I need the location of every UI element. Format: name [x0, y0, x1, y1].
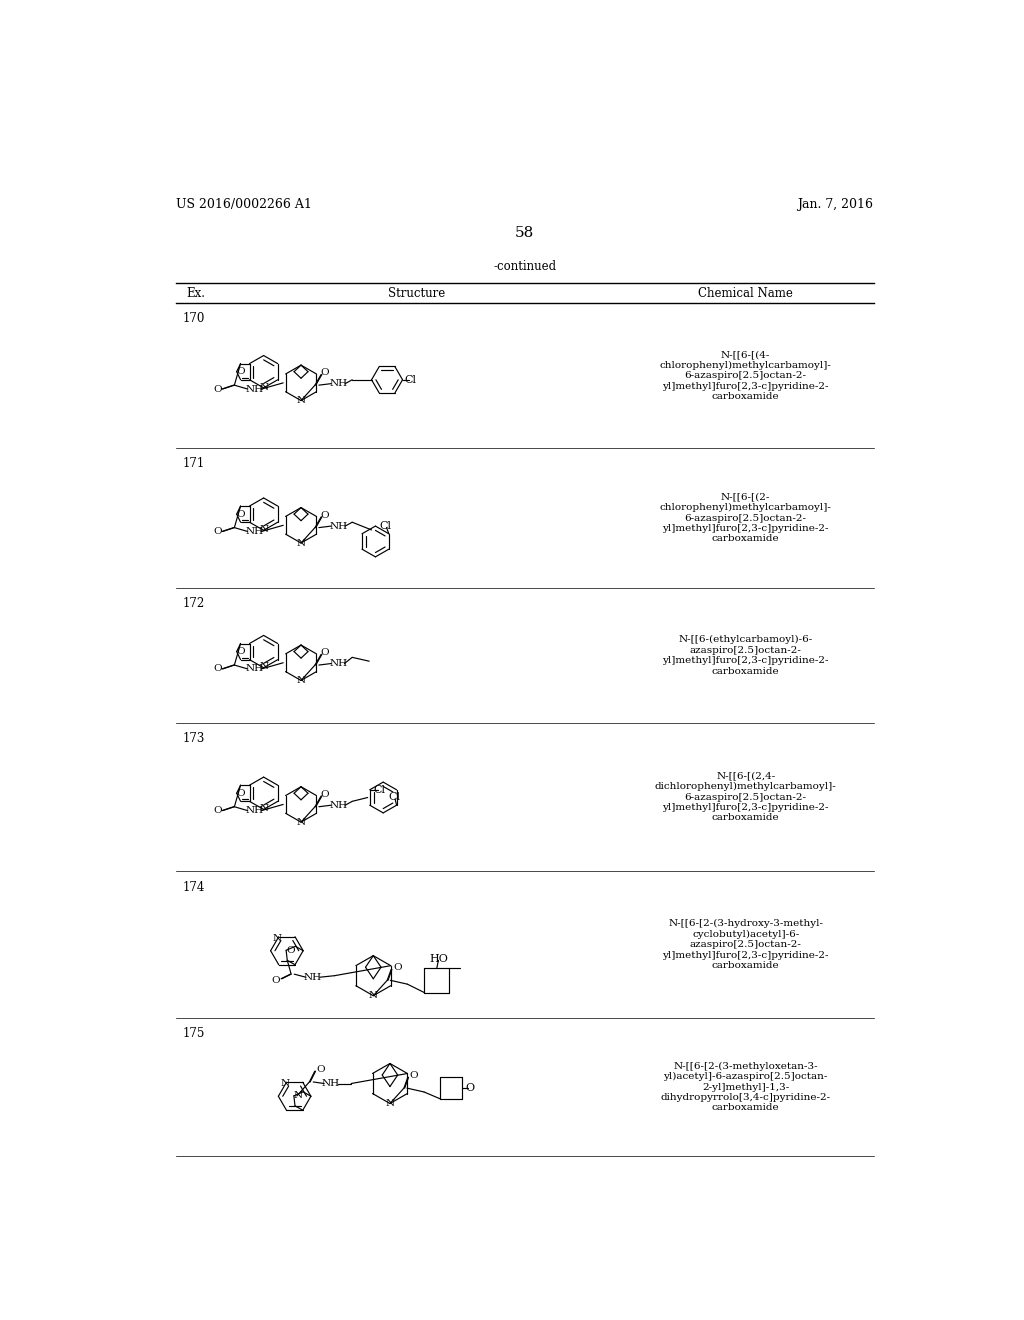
Text: 173: 173 — [182, 733, 205, 744]
Text: N: N — [369, 991, 378, 1001]
Text: NH: NH — [246, 664, 263, 673]
Text: 175: 175 — [182, 1027, 205, 1040]
Text: O: O — [315, 1065, 325, 1074]
Text: HO: HO — [429, 954, 447, 964]
Text: N: N — [259, 383, 268, 392]
Text: O: O — [237, 510, 245, 519]
Text: N-[[6-[2-(3-hydroxy-3-methyl-
cyclobutyl)acetyl]-6-
azaspiro[2.5]octan-2-
yl]met: N-[[6-[2-(3-hydroxy-3-methyl- cyclobutyl… — [663, 919, 828, 970]
Text: N: N — [297, 539, 305, 548]
Text: 171: 171 — [182, 457, 205, 470]
Text: O: O — [321, 789, 330, 799]
Text: 174: 174 — [182, 880, 205, 894]
Text: O: O — [213, 527, 221, 536]
Text: US 2016/0002266 A1: US 2016/0002266 A1 — [176, 198, 312, 211]
Text: O: O — [287, 946, 295, 954]
Text: NH: NH — [329, 379, 347, 388]
Text: N: N — [297, 676, 305, 685]
Text: O: O — [393, 962, 401, 972]
Text: N-[[6-[(2-
chlorophenyl)methylcarbamoyl]-
6-azaspiro[2.5]octan-2-
yl]methyl]furo: N-[[6-[(2- chlorophenyl)methylcarbamoyl]… — [659, 492, 831, 544]
Text: 58: 58 — [515, 226, 535, 240]
Text: O: O — [465, 1084, 474, 1093]
Text: N: N — [259, 804, 268, 813]
Text: N-[[6-[(2,4-
dichlorophenyl)methylcarbamoyl]-
6-azaspiro[2.5]octan-2-
yl]methyl]: N-[[6-[(2,4- dichlorophenyl)methylcarbam… — [654, 772, 837, 822]
Text: O: O — [237, 647, 245, 656]
Text: N: N — [297, 396, 305, 405]
Text: NH: NH — [322, 1078, 340, 1088]
Text: NH: NH — [329, 801, 347, 809]
Text: N-[[6-[2-(3-methyloxetan-3-
yl)acetyl]-6-azaspiro[2.5]octan-
2-yl]methyl]-1,3-
d: N-[[6-[2-(3-methyloxetan-3- yl)acetyl]-6… — [660, 1061, 830, 1113]
Text: N-[[6-[(4-
chlorophenyl)methylcarbamoyl]-
6-azaspiro[2.5]octan-2-
yl]methyl]furo: N-[[6-[(4- chlorophenyl)methylcarbamoyl]… — [659, 350, 831, 401]
Text: NH: NH — [246, 527, 263, 536]
Text: N: N — [385, 1100, 394, 1107]
Text: NH: NH — [329, 521, 347, 531]
Text: Structure: Structure — [388, 286, 445, 300]
Text: NH: NH — [329, 659, 347, 668]
Text: N: N — [259, 663, 268, 672]
Text: Cl: Cl — [379, 521, 391, 531]
Text: O: O — [321, 511, 330, 520]
Text: O: O — [213, 384, 221, 393]
Text: N: N — [259, 525, 268, 535]
Text: Jan. 7, 2016: Jan. 7, 2016 — [798, 198, 873, 211]
Text: O: O — [321, 648, 330, 657]
Text: 172: 172 — [182, 597, 205, 610]
Text: NH: NH — [246, 807, 263, 814]
Text: Ex.: Ex. — [186, 286, 206, 300]
Text: O: O — [271, 975, 280, 985]
Text: N: N — [281, 1080, 290, 1088]
Text: N: N — [294, 1092, 303, 1101]
Text: O: O — [410, 1071, 418, 1080]
Text: O: O — [237, 367, 245, 376]
Text: -continued: -continued — [494, 260, 556, 273]
Text: Cl: Cl — [373, 785, 385, 795]
Text: Cl: Cl — [404, 375, 417, 384]
Text: 170: 170 — [182, 313, 205, 326]
Text: Cl: Cl — [388, 792, 400, 803]
Text: NH: NH — [246, 384, 263, 393]
Text: O: O — [213, 807, 221, 814]
Text: O: O — [321, 368, 330, 378]
Text: NH: NH — [304, 973, 322, 982]
Text: N: N — [297, 817, 305, 826]
Text: N: N — [272, 933, 282, 942]
Text: O: O — [237, 789, 245, 797]
Text: Chemical Name: Chemical Name — [698, 286, 794, 300]
Text: O: O — [213, 664, 221, 673]
Text: N-[[6-(ethylcarbamoyl)-6-
azaspiro[2.5]octan-2-
yl]methyl]furo[2,3-c]pyridine-2-: N-[[6-(ethylcarbamoyl)-6- azaspiro[2.5]o… — [663, 635, 828, 676]
